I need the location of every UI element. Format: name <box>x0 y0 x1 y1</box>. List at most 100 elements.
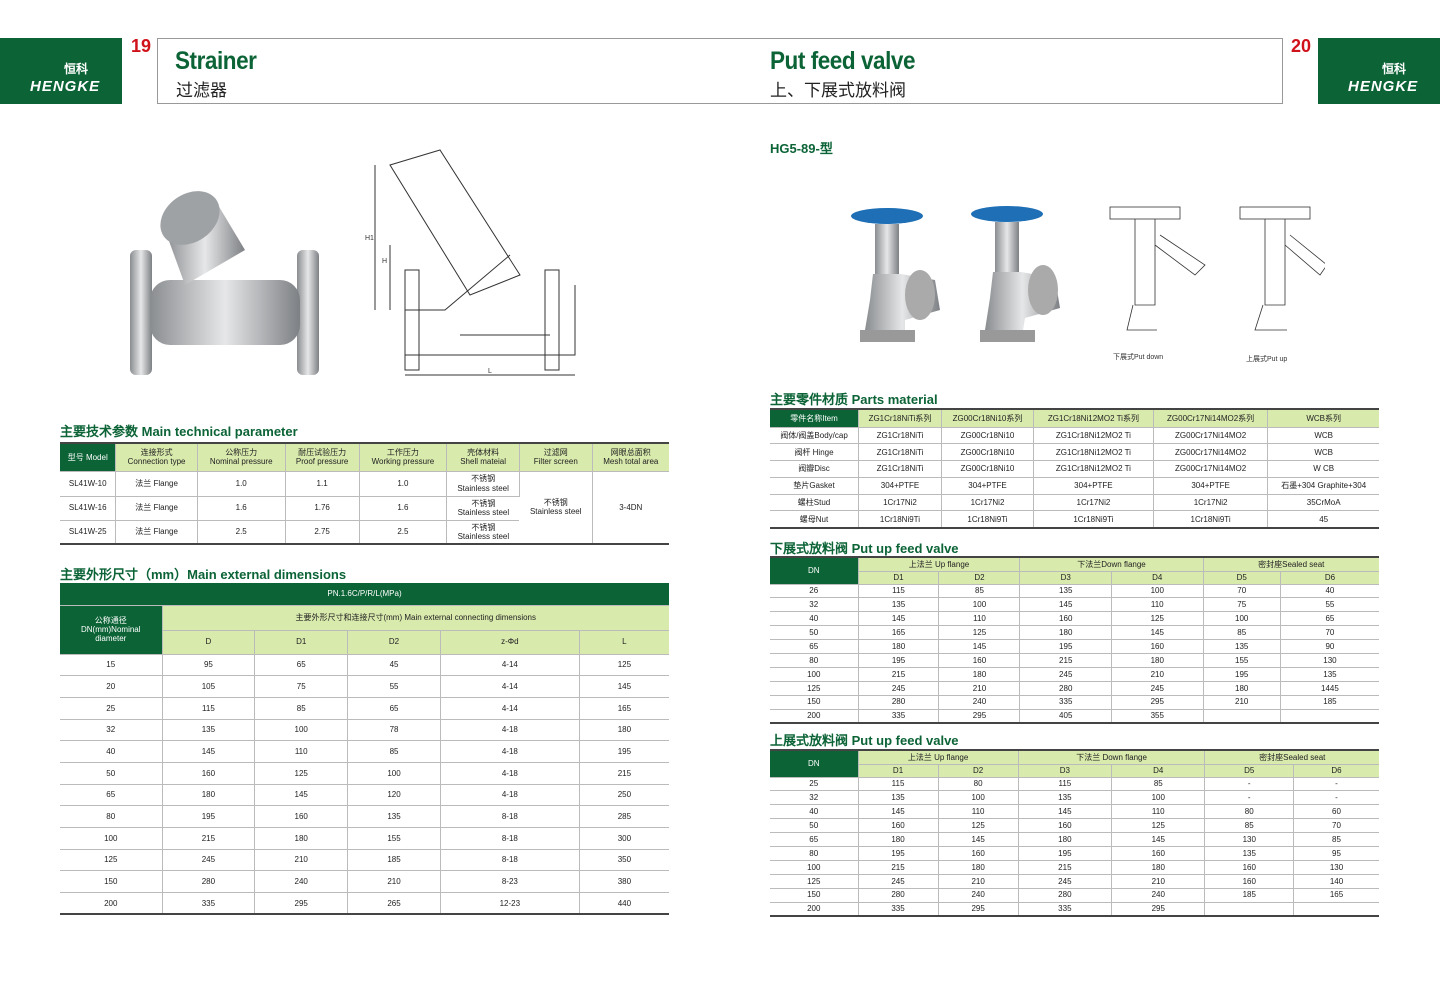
table-cell: WCB <box>1267 427 1379 445</box>
table-row: 125 245 210 185 8-18 350 <box>60 849 669 872</box>
table-row: D1 D2 D3 D4 D5 D6 <box>770 764 1379 778</box>
table-cell: 75 <box>1203 597 1281 613</box>
page-subtitle-feed-valve: 上、下展式放料阀 <box>770 81 906 100</box>
table-cell: ZG1Cr18NiTi <box>858 427 942 445</box>
table-row: 65 180 145 120 4-18 250 <box>60 784 669 807</box>
table-cell: ZG00Cr17Ni14MO2 <box>1153 427 1269 445</box>
table-row: 200 335 295 265 12-23 440 <box>60 892 669 915</box>
table-cell: 125 <box>1111 818 1206 834</box>
table-cell: ZG00Cr18Ni10 <box>941 427 1035 445</box>
table-cell: SL41W-10 <box>60 471 117 497</box>
table-row: 80 195 160 215 180 155 130 <box>770 653 1379 668</box>
table-cell: D4 <box>1111 571 1204 585</box>
table-cell: 135 <box>1204 846 1294 861</box>
feed-valve-photos <box>851 206 1060 342</box>
table-cell: 245 <box>1018 874 1113 889</box>
table-row: 100 215 180 245 210 195 135 <box>770 667 1379 682</box>
table-cell: 145 <box>938 639 1021 654</box>
table-row: 150 280 240 210 8-23 380 <box>60 870 669 894</box>
table-cell: 85 <box>347 740 441 763</box>
table-cell: 50 <box>60 762 163 785</box>
table-row: 阀杆 Hinge ZG1Cr18NiTi ZG00Cr18Ni10 ZG1Cr18Ni… <box>770 443 1379 462</box>
table-cell: 335 <box>1019 695 1112 710</box>
table-row: 32 135 100 78 4-18 180 <box>60 719 669 742</box>
table-cell: 145 <box>938 832 1019 847</box>
table-cell: 215 <box>1018 860 1113 875</box>
table-cell: 下法兰 Down flange <box>1018 750 1206 765</box>
table-cell: 公称通径 DN(mm)Nominal diameter <box>60 605 163 655</box>
table-cell: 304+PTFE <box>858 477 942 495</box>
table-cell: D3 <box>1019 571 1112 585</box>
table-row: 50 160 125 160 125 85 70 <box>770 818 1379 834</box>
table-cell: 195 <box>858 653 940 668</box>
table-cell: 180 <box>1019 625 1112 641</box>
table-cell: 65 <box>254 654 349 677</box>
table-cell: 100 <box>938 790 1019 806</box>
table-cell: D6 <box>1280 571 1379 585</box>
table-row: D D1 D2 z-Φd L <box>60 630 669 655</box>
table-cell: 50 <box>770 818 859 834</box>
table-cell: 阀体/阀盖Body/cap <box>770 427 859 445</box>
table-cell: 160 <box>1019 611 1112 627</box>
table-cell: L <box>579 630 669 655</box>
table-cell: 245 <box>1111 681 1204 696</box>
table-cell: 180 <box>162 784 256 807</box>
table-cell: D1 <box>254 630 349 655</box>
table-cell: 95 <box>162 654 256 677</box>
table-row: 65 180 145 180 145 130 85 <box>770 832 1379 847</box>
table-cell: 145 <box>254 784 349 807</box>
table-row: SL41W-25 法兰 Flange 2.5 2.75 2.5 不锈钢 Stainless… <box>60 520 669 545</box>
table-cell: 8-23 <box>440 870 580 894</box>
table-cell: 75 <box>254 675 349 698</box>
table-cell: 240 <box>938 695 1021 710</box>
table-cell: 210 <box>347 870 441 894</box>
table-row: 公称通径 DN(mm)Nominal diameter 主要外形尺寸和连接尺寸(m… <box>60 605 669 655</box>
table-cell: 180 <box>1018 832 1113 847</box>
table-cell: WCB <box>1267 443 1379 462</box>
table-cell: 8-18 <box>440 827 580 850</box>
table-cell: 355 <box>1111 709 1204 724</box>
table-cell: 115 <box>162 697 256 720</box>
table-cell: 85 <box>1293 832 1379 847</box>
dim-h: H <box>382 258 387 265</box>
table-cell: 85 <box>1111 777 1206 792</box>
table-cell: 185 <box>347 849 441 872</box>
table-row: 15 95 65 45 4-14 125 <box>60 654 669 677</box>
table-cell: 215 <box>162 827 256 850</box>
table-cell: 35CrMoA <box>1267 494 1379 512</box>
table-cell: 295 <box>1111 695 1204 710</box>
dim-l: L <box>488 368 492 375</box>
table-cell <box>1280 709 1379 724</box>
caption-put-down: 下展式Put down <box>1113 354 1164 361</box>
table-cell: D5 <box>1203 571 1281 585</box>
table-cell: 法兰 Flange <box>115 496 198 521</box>
table-cell: D6 <box>1293 764 1379 778</box>
up-section-title: 上展式放料阀 Put up feed valve <box>770 733 959 748</box>
feed-valve-drawings <box>1109 206 1325 331</box>
table-cell: 80 <box>1204 804 1294 820</box>
table-cell: 阀杆 Hinge <box>770 443 859 462</box>
table-cell: 4-18 <box>440 719 580 742</box>
table-row: 型号 Model 连接形式 Connection type 公称压力 Nominal… <box>60 443 669 472</box>
table-row: 150 280 240 335 295 210 185 <box>770 695 1379 710</box>
table-cell: DN <box>770 750 859 778</box>
table-cell: 180 <box>858 639 940 654</box>
table-cell: 100 <box>1111 584 1204 599</box>
table-cell: 165 <box>858 625 940 641</box>
table-cell: 型号 Model <box>60 443 117 472</box>
table-cell: 145 <box>162 740 256 763</box>
table-cell: 8-18 <box>440 805 580 828</box>
table-cell: 65 <box>347 697 441 720</box>
table-cell: 180 <box>254 827 349 850</box>
table-row: 阀瓣Disc ZG1Cr18NiTi ZG00Cr18Ni10 ZG1Cr18Ni12… <box>770 460 1379 478</box>
table-cell: 280 <box>858 888 939 903</box>
strainer-drawing: H1 H L <box>365 149 576 376</box>
table-cell: SL41W-25 <box>60 520 117 545</box>
table-cell: 1445 <box>1280 681 1379 696</box>
parts-section-title: 主要零件材质 Parts material <box>770 392 938 407</box>
table-cell: 零件名称Item <box>770 409 859 428</box>
down-section-title: 下展式放料阀 Put up feed valve <box>770 541 959 556</box>
table-cell: 32 <box>770 597 859 613</box>
table-cell: 1Cr18Ni9Ti <box>941 510 1035 529</box>
table-cell: 1Cr18Ni9Ti <box>1033 510 1154 529</box>
